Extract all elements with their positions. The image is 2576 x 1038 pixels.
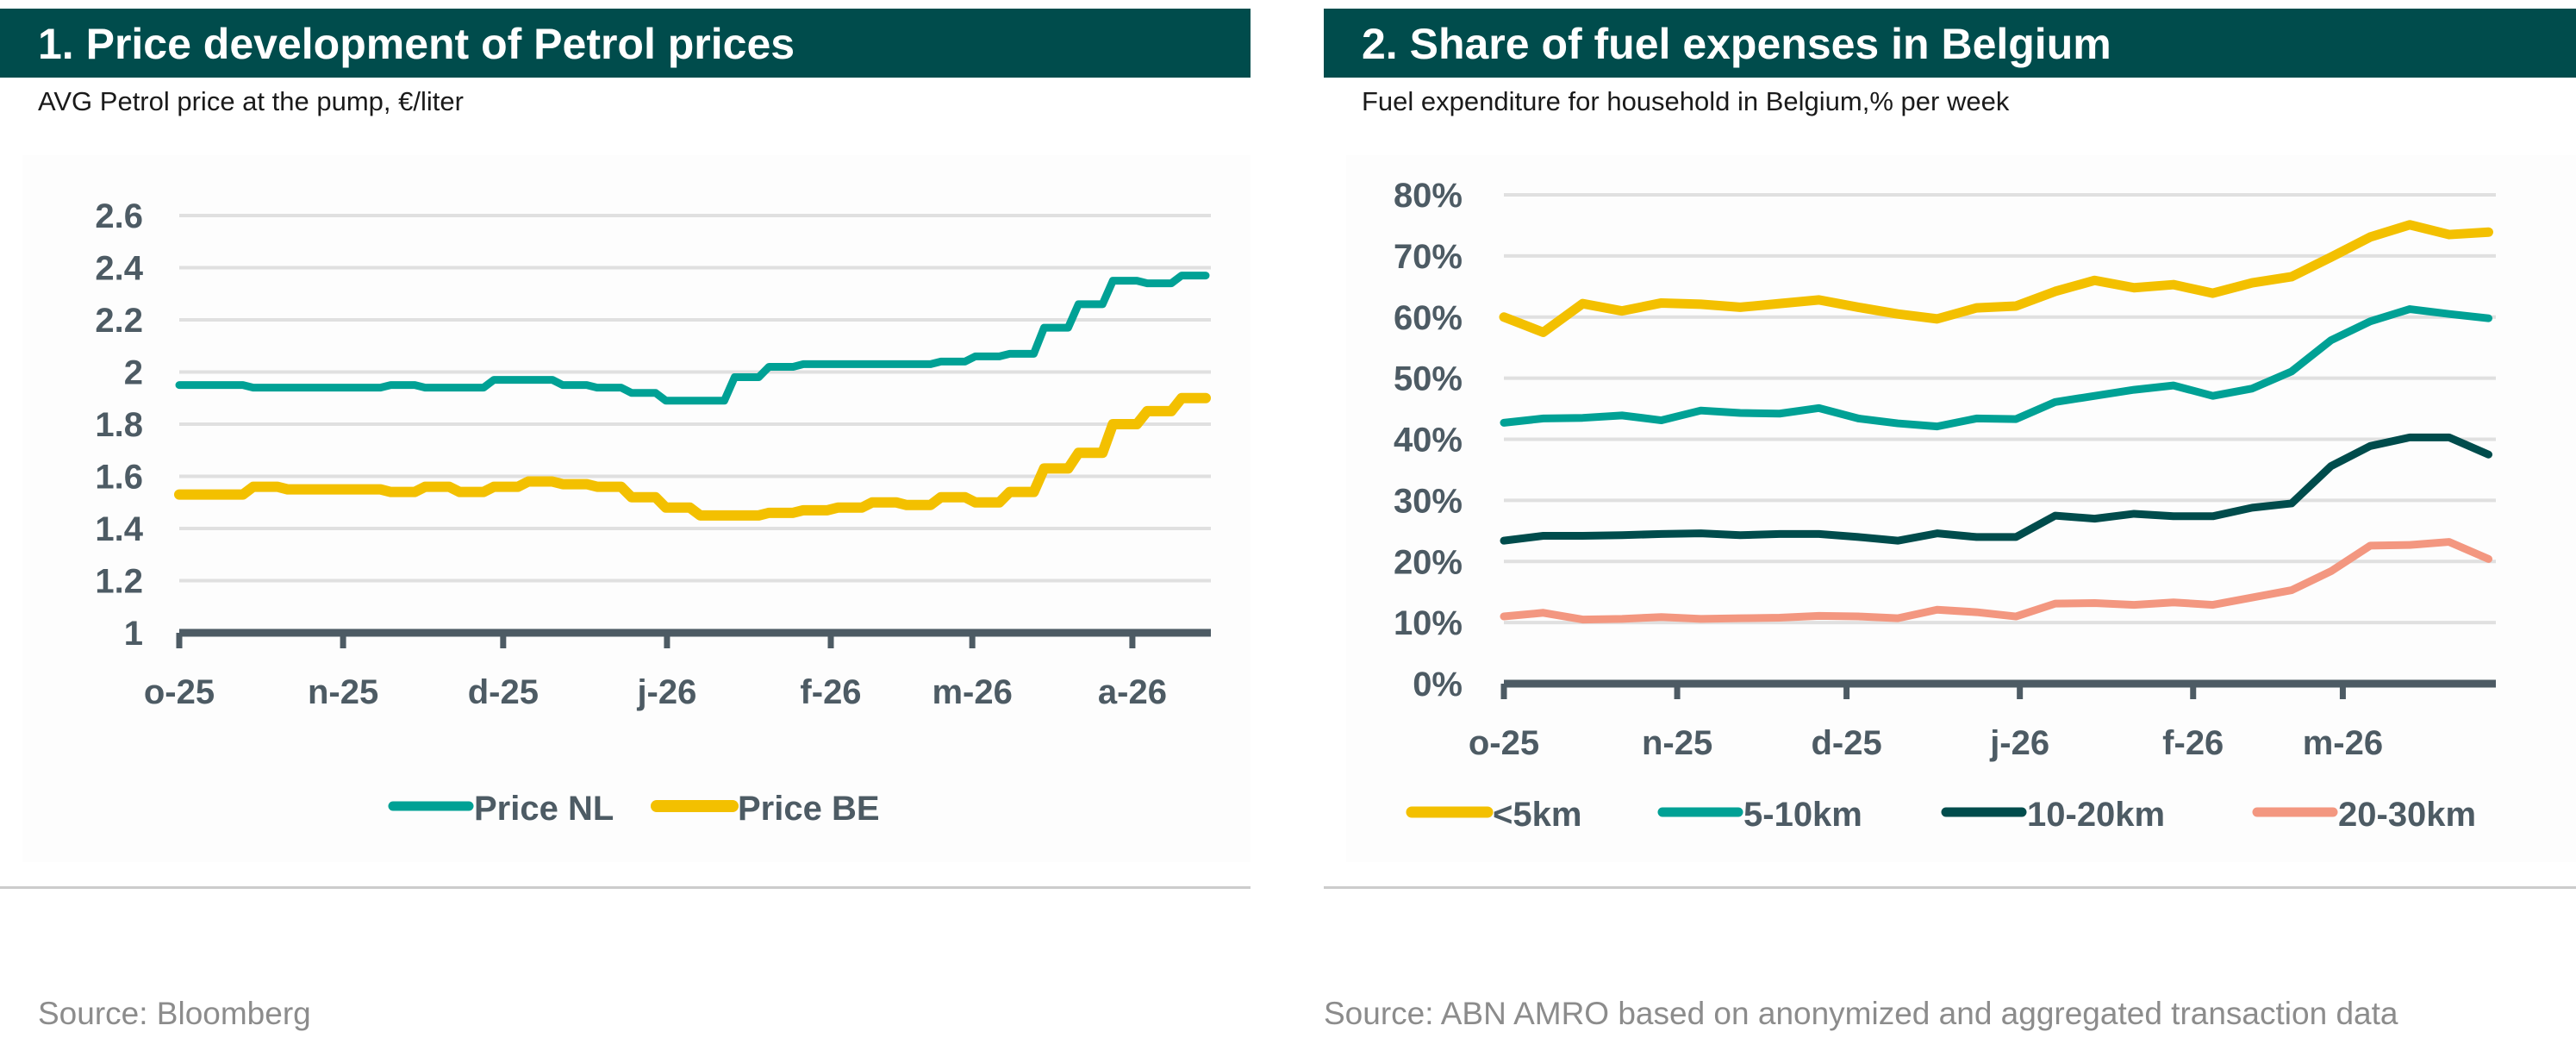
chart-subtitle: Fuel expenditure for household in Belgiu… <box>1362 86 2010 116</box>
y-tick-label: 2.2 <box>95 302 143 340</box>
y-tick-label: 2 <box>124 354 143 392</box>
y-tick-label: 0% <box>1413 666 1463 703</box>
y-tick-label: 1.2 <box>95 563 143 601</box>
legend-label: 20-30km <box>2338 796 2476 834</box>
legend-label: Price NL <box>474 790 614 828</box>
y-tick-label: 1 <box>124 615 143 653</box>
legend-label: Price BE <box>738 790 880 828</box>
x-tick-label: o-25 <box>1469 724 1539 762</box>
series-line-10-20km <box>1500 433 2492 545</box>
x-tick-label: f-26 <box>2162 724 2224 762</box>
x-tick-label: j-26 <box>636 673 696 711</box>
y-tick-label: 2.4 <box>95 250 143 288</box>
source-note: Source: ABN AMRO based on anonymized and… <box>1324 996 2398 1031</box>
x-tick-label: o-25 <box>144 673 215 711</box>
legend-label: <5km <box>1493 796 1581 834</box>
x-tick-label: j-26 <box>1989 724 2049 762</box>
panel-petrol-prices: 1. Price development of Petrol prices AV… <box>0 0 1251 1038</box>
divider <box>1324 886 2576 889</box>
series-line-price-be <box>174 392 1211 521</box>
chart-subtitle: AVG Petrol price at the pump, €/liter <box>38 86 464 116</box>
x-tick-label: m-26 <box>932 673 1012 711</box>
source-note: Source: Bloomberg <box>38 996 311 1031</box>
y-tick-label: 20% <box>1394 543 1463 581</box>
y-tick-label: 50% <box>1394 360 1463 398</box>
series-line-20-30km <box>1500 538 2492 624</box>
y-tick-label: 1.4 <box>95 510 143 548</box>
chart-title: 2. Share of fuel expenses in Belgium <box>1362 20 2111 68</box>
fuel-share-chart: 0% 10% 20% 30% 40% 50% 60% 70% 80% o-25 n-25 d-25 j-… <box>1394 177 2496 834</box>
panel-fuel-share: 2. Share of fuel expenses in Belgium Fue… <box>1324 0 2576 1038</box>
x-tick-label: m-26 <box>2303 724 2383 762</box>
y-tick-label: 40% <box>1394 422 1463 460</box>
y-tick-label: 30% <box>1394 482 1463 520</box>
y-tick-label: 2.6 <box>95 197 143 235</box>
chart-title: 1. Price development of Petrol prices <box>38 20 795 68</box>
legend-label: 5-10km <box>1743 796 1862 834</box>
y-tick-label: 60% <box>1394 299 1463 337</box>
x-tick-label: f-26 <box>800 673 861 711</box>
x-tick-label: d-25 <box>1811 724 1881 762</box>
panel-header: 1. Price development of Petrol prices <box>0 9 1251 78</box>
series-line--5km <box>1499 220 2493 337</box>
y-tick-label: 80% <box>1394 177 1463 215</box>
plot-background <box>22 155 1251 862</box>
divider <box>0 886 1251 889</box>
y-tick-label: 1.6 <box>95 459 143 497</box>
y-tick-label: 10% <box>1394 604 1463 642</box>
x-tick-label: a-26 <box>1098 673 1167 711</box>
plot-background <box>1346 155 2576 862</box>
x-tick-label: n-25 <box>308 673 378 711</box>
series-line-5-10km <box>1500 305 2492 431</box>
x-tick-label: n-25 <box>1642 724 1712 762</box>
petrol-price-chart: 1 1.2 1.4 1.6 1.8 2 2.2 2.4 2.6 o-25 n-25 d-25 j-26 f… <box>95 197 1211 828</box>
y-tick-label: 70% <box>1394 238 1463 276</box>
x-tick-label: d-25 <box>468 673 539 711</box>
series-line-price-nl <box>175 272 1210 405</box>
legend-label: 10-20km <box>2027 796 2165 834</box>
y-tick-label: 1.8 <box>95 406 143 444</box>
panel-header: 2. Share of fuel expenses in Belgium <box>1324 9 2576 78</box>
